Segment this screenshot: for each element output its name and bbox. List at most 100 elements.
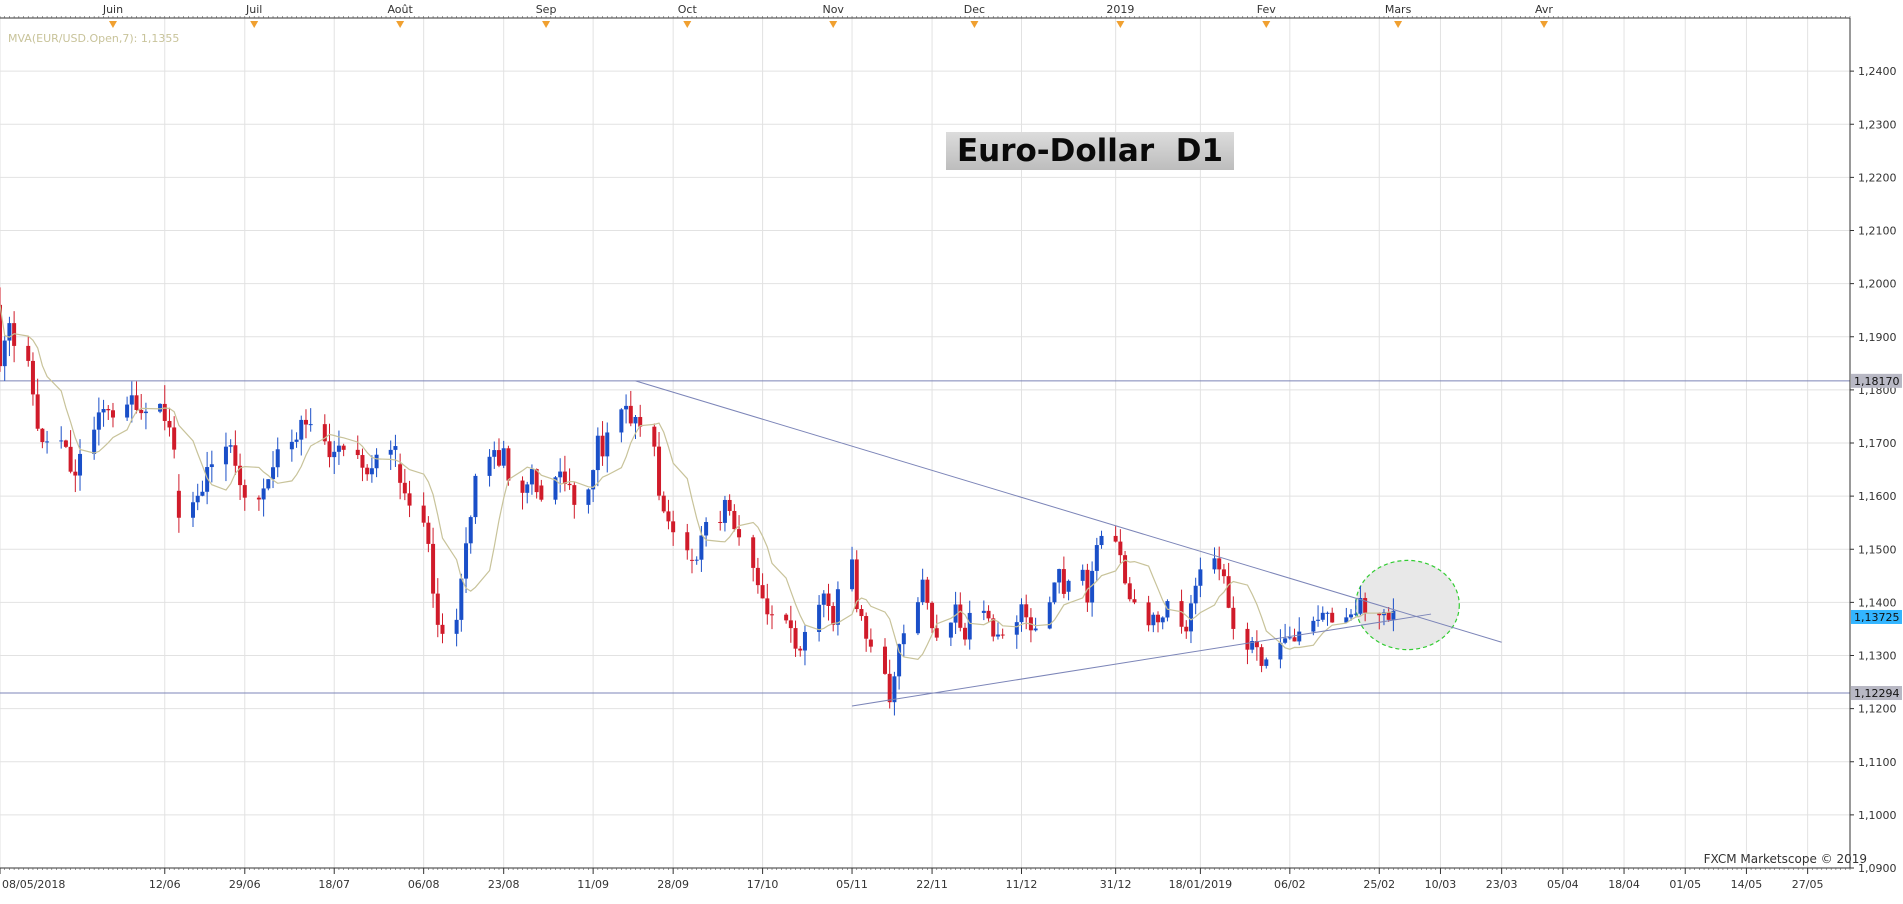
x-tick-label: 25/02 [1363,878,1395,891]
candle-body [722,499,727,523]
candle-body [727,499,732,511]
price-label: 1,12294 [1854,687,1900,700]
candle-body [1127,583,1132,600]
candle-body [261,488,266,500]
candle-body [1297,631,1302,642]
candle-body [732,510,737,530]
candle-body [934,628,939,638]
candle-body [336,445,341,452]
candle-body [1391,610,1396,620]
x-tick-label: 11/12 [1006,878,1038,891]
candle-body [59,440,64,442]
candle-body [35,394,40,429]
candle-body [1344,617,1349,623]
month-label: Dec [964,3,985,16]
candle-body [868,639,873,647]
candle-body [770,614,775,616]
candle-body [930,602,935,629]
month-marker [683,21,692,28]
candle-body [139,409,144,414]
candle-body [1014,622,1019,635]
candle-body [1363,598,1368,613]
candle-body [1358,598,1363,614]
candle-body [388,449,393,455]
candle-body [1386,612,1391,620]
candle-body [831,605,836,625]
candle-body [1080,569,1085,581]
x-tick-label: 18/04 [1608,878,1640,891]
candle-body [1292,637,1297,642]
x-tick-label: 14/05 [1731,878,1763,891]
candle-body [134,395,139,410]
candle-body [191,502,196,518]
y-tick-label: 1,2400 [1858,65,1897,78]
y-tick-label: 1,1000 [1858,809,1897,822]
candle-body [1231,607,1236,629]
candle-body [821,593,826,605]
candle-body [963,627,968,640]
candle-body [986,610,991,619]
candle-body [233,445,238,466]
candle-body [1316,619,1321,621]
trendline [635,380,1502,643]
candle-body [995,634,1000,637]
candle-body [294,439,299,442]
candle-body [882,646,887,674]
price-label: 1,13725 [1854,611,1900,624]
candle-body [1061,569,1066,594]
y-tick-label: 1,2100 [1858,225,1897,238]
month-marker [1262,21,1271,28]
candle-body [991,618,996,637]
candle-body [553,477,558,500]
candle-body [958,604,963,628]
candle-body [435,593,440,625]
candle-body [591,470,596,490]
candle-body [529,468,534,485]
candle-body [1066,580,1071,592]
x-tick-label: 22/11 [916,878,948,891]
candle-body [426,522,431,544]
candle-body [1188,603,1193,632]
candle-body [652,426,657,447]
candle-body [850,559,855,590]
candle-body [468,517,473,544]
candle-body [26,345,31,361]
candle-body [341,445,346,450]
candle-body [459,578,464,620]
candle-body [619,409,624,433]
candle-body [920,579,925,603]
candle-body [633,416,638,424]
candle-body [365,467,370,475]
candle-body [303,419,308,425]
candle-body [1184,626,1189,632]
price-label-box [1851,686,1902,701]
price-label-box [1851,373,1902,388]
candle-body [360,455,365,468]
candle-body [487,456,492,476]
x-tick-label: 23/03 [1486,878,1518,891]
month-label: Juil [245,3,262,16]
month-marker [1116,21,1125,28]
candle-body [694,559,699,561]
price-label: 1,18170 [1854,375,1900,388]
candle-body [817,604,822,632]
candle-body [953,604,958,623]
y-tick-label: 1,2300 [1858,118,1897,131]
candle-body [1212,558,1217,570]
candle-body [595,435,600,471]
x-tick-label: 05/11 [836,878,868,891]
candle-body [826,593,831,606]
y-tick-label: 1,1400 [1858,596,1897,609]
candle-body [402,482,407,494]
candle-body [1156,614,1161,623]
candle-body [110,410,115,418]
candle-body [699,535,704,560]
candle-body [605,432,610,457]
top-axis-panel [0,0,1850,18]
candle-body [925,579,930,603]
y-tick-label: 1,1200 [1858,703,1897,716]
candle-body [666,511,671,522]
y-tick-label: 1,0900 [1858,862,1897,875]
